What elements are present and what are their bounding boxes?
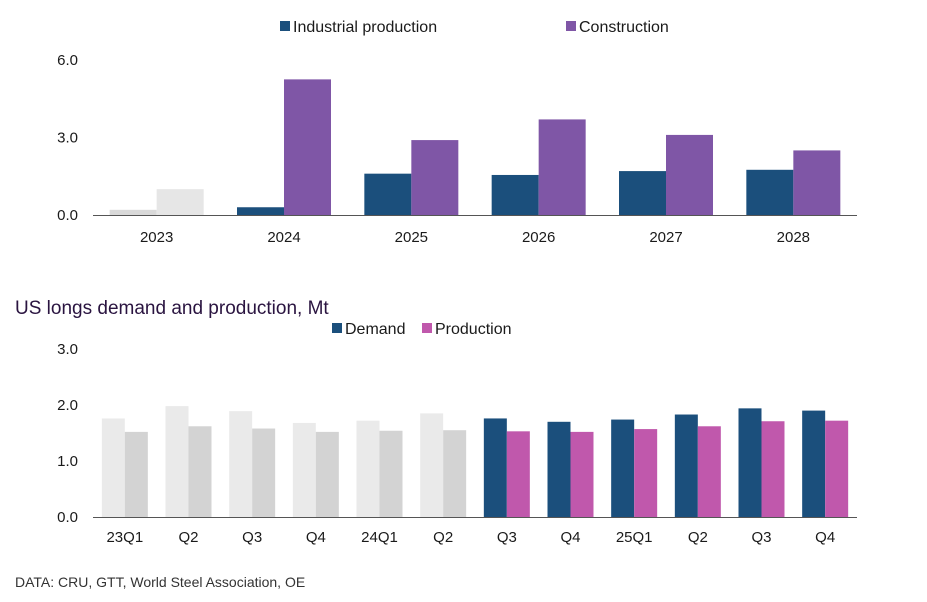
bar-construction-2024-1 [284,79,331,215]
bar-demand-24q1-4 [356,420,380,517]
bar-industrial-production-2026-3 [491,174,539,215]
bar-production-23q1-0 [124,431,148,517]
bar-demand-q2-5 [420,413,444,517]
bar-production-q2-1 [188,426,212,517]
x-tick-label: Q3 [497,529,517,546]
chart-bottom: US longs demand and production, Mt Deman… [15,298,857,546]
x-tick-label: 23Q1 [106,529,143,546]
x-tick-label: 2025 [395,229,428,246]
bar-production-q2-5 [443,430,467,517]
bar-demand-25q1-8 [611,419,635,517]
bar-demand-23q1-0 [101,418,125,517]
bar-industrial-production-2023-0 [109,209,157,215]
legend-swatch-construction [566,21,576,31]
legend-top: Industrial production Construction [280,19,669,36]
y-tick-label: 1.0 [57,453,78,470]
legend-swatch-production [422,323,432,333]
bar-production-q4-7 [570,431,594,517]
bar-production-q3-10 [761,421,785,517]
bar-industrial-production-2028-5 [746,169,794,215]
legend-label-industrial-production: Industrial production [293,19,437,36]
bar-demand-q4-11 [802,410,826,517]
bar-production-q4-3 [315,431,339,517]
bar-industrial-production-2027-4 [619,171,666,215]
x-tick-label: Q4 [306,529,326,546]
x-tick-label: Q2 [178,529,198,546]
y-tick-label: 0.0 [57,509,78,526]
x-tick-label: 2028 [777,229,810,246]
bar-industrial-production-2024-1 [237,207,284,215]
bar-production-q3-2 [252,428,276,517]
bar-demand-q2-1 [165,406,189,517]
x-tick-label: Q3 [242,529,262,546]
y-axis-top: 0.0 3.0 6.0 [57,52,78,224]
y-axis-bottom: 0.0 1.0 2.0 3.0 [57,341,78,526]
y-tick-label: 3.0 [57,130,78,147]
bar-demand-q4-7 [547,421,571,517]
y-tick-label: 0.0 [57,207,78,224]
y-tick-label: 6.0 [57,52,78,69]
bar-production-q3-6 [506,431,530,517]
legend-bottom: Demand Production [332,321,512,338]
y-tick-label: 3.0 [57,341,78,358]
x-axis-bottom: 23Q1 Q2 Q3 Q4 24Q1 Q2 Q3 Q4 25Q1 Q2 Q3 Q4 [106,529,835,546]
legend-label-demand: Demand [345,321,405,338]
bar-construction-2027-4 [666,134,713,215]
bar-demand-q3-6 [483,418,507,517]
bar-demand-q4-3 [292,422,316,517]
bar-construction-2026-3 [538,119,586,215]
bar-production-q2-9 [697,426,721,517]
chart-title-bottom: US longs demand and production, Mt [15,298,329,319]
x-tick-label: Q2 [433,529,453,546]
legend-swatch-demand [332,323,342,333]
x-tick-label: Q3 [751,529,771,546]
bar-industrial-production-2025-2 [364,173,412,215]
x-tick-label: 2026 [522,229,555,246]
source-note: DATA: CRU, GTT, World Steel Association,… [15,574,305,590]
bar-demand-q3-10 [738,408,762,517]
bars-top [109,79,841,215]
x-tick-label: 2023 [140,229,173,246]
x-tick-label: Q4 [560,529,580,546]
x-tick-label: Q4 [815,529,835,546]
x-tick-label: 24Q1 [361,529,398,546]
y-tick-label: 2.0 [57,397,78,414]
chart-top: Industrial production Construction 0.0 3.… [57,19,857,246]
x-tick-label: 2027 [649,229,682,246]
x-tick-label: 25Q1 [616,529,653,546]
x-tick-label: Q2 [688,529,708,546]
bar-production-25q1-8 [634,429,658,517]
bar-construction-2028-5 [793,150,841,215]
bar-production-24q1-4 [379,430,403,517]
bar-construction-2025-2 [411,140,459,215]
legend-label-construction: Construction [579,19,669,36]
bar-production-q4-11 [825,420,849,517]
legend-swatch-industrial-production [280,21,290,31]
bar-construction-2023-0 [156,189,204,215]
x-tick-label: 2024 [267,229,300,246]
bars-bottom [101,406,849,517]
x-axis-top: 2023 2024 2025 2026 2027 2028 [140,229,810,246]
legend-label-production: Production [435,321,512,338]
bar-demand-q2-9 [674,414,698,517]
bar-demand-q3-2 [229,411,253,517]
